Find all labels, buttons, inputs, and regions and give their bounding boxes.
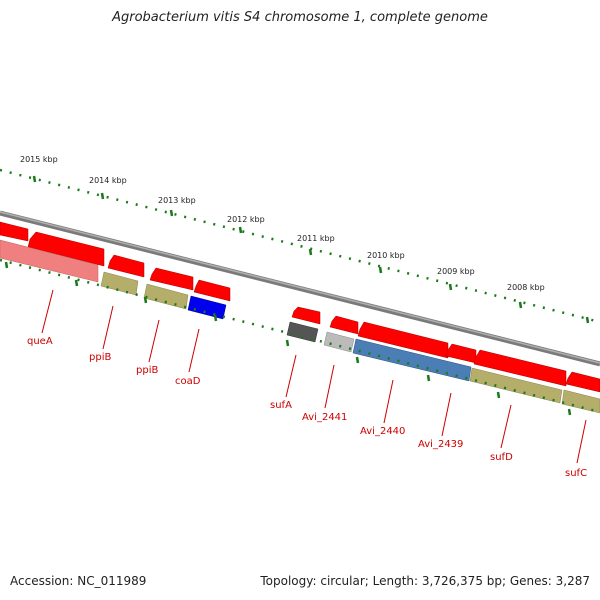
olive-feature-block: [469, 367, 563, 404]
cds-arrow-feature: [107, 254, 145, 278]
cds-arrow-feature: [357, 321, 449, 359]
gene-label-queA: queA: [27, 336, 53, 347]
cds-arrow-feature: [473, 349, 567, 387]
lightgray-feature-block: [323, 331, 355, 353]
leader-line: [500, 404, 512, 449]
cds-arrow-feature: [193, 279, 231, 302]
olive-feature-block: [143, 283, 189, 310]
ruler-major-tick: [585, 316, 590, 324]
cds-arrow-feature: [565, 371, 600, 393]
kbp-label: 2008 kbp: [507, 283, 545, 292]
cds-arrow-feature: [149, 267, 194, 291]
ruler-major-tick: [378, 266, 383, 274]
gene-label-ppiB: ppiB: [136, 365, 158, 376]
kbp-label: 2015 kbp: [20, 155, 58, 164]
cds-arrow-feature: [0, 221, 29, 242]
gene-label-sufD: sufD: [490, 452, 513, 463]
accession-text: Accession: NC_011989: [10, 574, 147, 588]
gene-label-sufA: sufA: [270, 400, 292, 411]
ruler-labels: 2015 kbp 2014 kbp 2013 kbp 2012 kbp 2011…: [20, 155, 545, 292]
inner-ruler: [0, 258, 600, 416]
kbp-label: 2013 kbp: [158, 196, 196, 205]
salmon-feature-block: [0, 239, 99, 283]
kbp-label: 2012 kbp: [227, 215, 265, 224]
inner-ruler-tick: [74, 279, 79, 287]
forward-strand-features: [0, 221, 600, 393]
gene-label-coaD: coaD: [175, 376, 201, 387]
leader-line: [41, 289, 54, 334]
ruler-major-tick: [238, 226, 243, 234]
cds-arrow-feature: [329, 315, 359, 335]
kbp-label: 2010 kbp: [367, 251, 405, 260]
gene-label-sufC: sufC: [565, 468, 587, 479]
inner-ruler-tick: [213, 314, 218, 322]
olive-feature-block: [100, 271, 139, 296]
ruler-major-tick: [518, 301, 523, 309]
gene-label-avi-2440: Avi_2440: [360, 426, 405, 437]
steel-feature-block: [352, 338, 472, 382]
gene-label-leaders: [41, 289, 587, 464]
inner-ruler-tick: [426, 374, 431, 382]
kbp-label: 2014 kbp: [89, 176, 127, 185]
cds-arrow-feature: [27, 231, 105, 267]
ruler-major-tick: [169, 209, 174, 217]
leader-line: [441, 392, 452, 437]
leader-line: [383, 379, 394, 424]
ruler-major-tick: [100, 192, 105, 200]
feature-category-blocks: [0, 239, 600, 414]
inner-ruler-tick: [355, 356, 360, 364]
inner-ruler-tick: [567, 408, 572, 416]
gene-label-avi-2439: Avi_2439: [418, 439, 463, 450]
inner-ruler-tick: [496, 391, 501, 399]
leader-line: [102, 305, 114, 350]
leader-line: [285, 354, 297, 398]
inner-ruler-tick: [143, 296, 148, 304]
kbp-label: 2009 kbp: [437, 267, 475, 276]
gene-label-avi-2441: Avi_2441: [302, 412, 347, 423]
genome-summary-text: Topology: circular; Length: 3,726,375 bp…: [260, 574, 590, 588]
darkgray-feature-block: [286, 321, 319, 343]
leader-line: [576, 419, 587, 464]
leader-line: [148, 319, 160, 363]
cds-arrow-feature: [445, 343, 477, 364]
olive-feature-block: [561, 389, 600, 414]
ruler-major-tick: [308, 248, 313, 256]
cds-arrow-feature: [291, 306, 321, 325]
kbp-label: 2011 kbp: [297, 234, 335, 243]
gene-labels: queA ppiB ppiB coaD sufA Avi_2441 Avi_24…: [27, 336, 587, 479]
backbone: [0, 210, 600, 367]
gene-label-ppiB: ppiB: [89, 352, 111, 363]
leader-line: [324, 364, 335, 409]
ruler-major-tick: [32, 175, 37, 183]
inner-ruler-tick: [4, 261, 9, 269]
leader-line: [188, 328, 200, 373]
map-title: Agrobacterium vitis S4 chromosome 1, com…: [112, 10, 488, 25]
ruler-major-tick: [448, 283, 453, 291]
outer-ruler: [0, 168, 600, 324]
inner-ruler-tick: [285, 339, 290, 347]
blue-feature-block: [187, 295, 227, 320]
